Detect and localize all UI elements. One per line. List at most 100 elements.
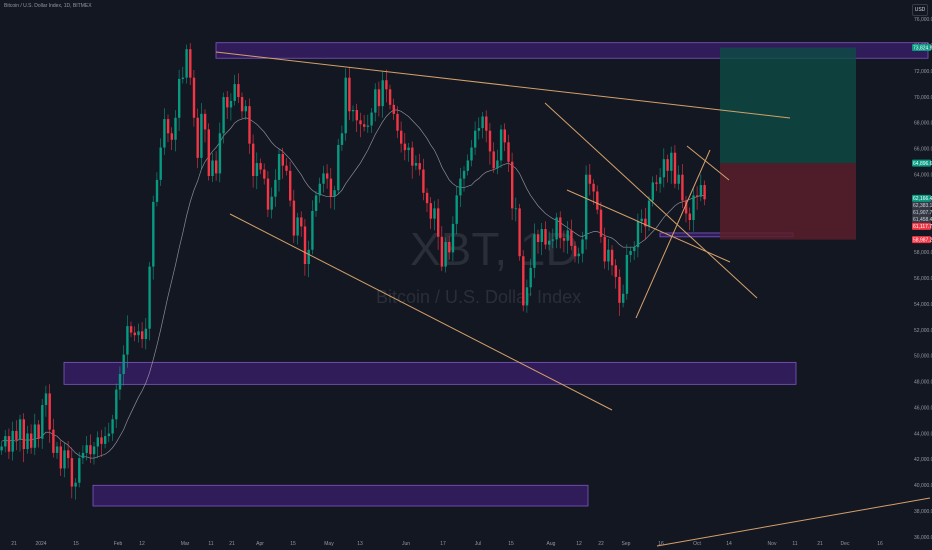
candle-body <box>555 217 558 240</box>
x-axis-tick-label: Jun <box>402 541 410 547</box>
candle-body <box>462 170 466 179</box>
target-price-label-box <box>912 44 931 52</box>
candle-body <box>163 119 166 148</box>
candle-body <box>4 436 7 447</box>
candle-body <box>444 242 447 267</box>
candle-body <box>610 249 614 266</box>
trendline-upper-channel[interactable] <box>215 51 791 119</box>
watermark-symbol: XBT, 1D <box>410 223 579 275</box>
x-axis-tick-label: 12 <box>139 541 145 547</box>
candle-body <box>133 332 136 336</box>
candle-body <box>692 195 695 220</box>
y-axis-tick-label: 36,000.00 <box>914 535 932 541</box>
candle-body <box>270 196 273 210</box>
candle-body <box>144 328 148 340</box>
candle-body <box>300 217 303 227</box>
y-axis-tick-label: 42,000.00 <box>914 457 932 463</box>
trendline-rising-wedge[interactable] <box>635 149 711 319</box>
candle-body <box>607 249 610 262</box>
y-axis-tick-label: 40,000.00 <box>914 483 932 489</box>
candle-body <box>274 179 277 197</box>
long-position-target-zone <box>720 47 856 164</box>
candle-body <box>52 429 55 453</box>
trendline-wedge-top[interactable] <box>686 145 730 181</box>
x-axis-tick-label: Oct <box>693 541 701 547</box>
candle-body <box>518 208 521 257</box>
candle-body <box>673 152 677 184</box>
candle-body <box>522 256 525 306</box>
x-axis-tick-label: 22 <box>598 541 604 547</box>
price-label-box <box>912 215 931 223</box>
candle-body <box>388 89 392 105</box>
entry-price-label-box <box>912 159 931 167</box>
candle-body <box>178 78 181 118</box>
candle-body <box>322 173 325 184</box>
candle-body <box>170 133 173 140</box>
candle-body <box>374 89 377 113</box>
candle-body <box>148 266 151 329</box>
candle-body <box>174 117 177 140</box>
y-axis-tick-label: 50,000.00 <box>914 354 932 360</box>
watermark-description: Bitcoin / U.S. Dollar Index <box>376 287 581 307</box>
candle-body <box>340 133 344 145</box>
candle-body <box>585 174 588 240</box>
candle-body <box>215 160 218 174</box>
candle-body <box>78 458 81 483</box>
x-axis-tick-label: Apr <box>256 541 264 547</box>
candle-body <box>141 331 144 340</box>
candle-body <box>481 116 484 129</box>
candle-body <box>451 223 455 253</box>
candle-body <box>159 147 162 180</box>
x-axis-tick-label: 13 <box>357 541 363 547</box>
trendline-lower-channel[interactable] <box>229 213 613 411</box>
candle-body <box>229 100 233 108</box>
x-axis-tick-label: 17 <box>440 541 446 547</box>
candle-body <box>677 174 680 184</box>
x-axis-tick-label: Feb <box>114 541 123 547</box>
candle-body <box>189 49 192 78</box>
trendline-descending-1[interactable] <box>544 102 758 299</box>
candle-body <box>496 160 499 169</box>
candle-body <box>400 130 403 144</box>
candle-body <box>277 154 281 180</box>
candle-body <box>192 77 196 118</box>
candle-body <box>396 113 399 131</box>
candle-body <box>30 433 33 448</box>
candle-body <box>488 130 492 152</box>
candle-body <box>363 124 366 127</box>
candle-body <box>240 97 244 112</box>
candle-body <box>696 195 699 197</box>
candle-body <box>414 163 418 166</box>
candle-body <box>573 245 577 257</box>
x-axis-tick-label: 15 <box>508 541 514 547</box>
candle-body <box>392 104 395 114</box>
candle-body <box>503 129 506 143</box>
price-label: 61,117.72 <box>913 224 932 230</box>
candle-body <box>666 159 669 171</box>
currency-button[interactable]: USD <box>912 4 928 16</box>
candle-body <box>222 97 225 134</box>
x-axis-tick-label: 11 <box>208 541 213 547</box>
support-resistance-zone <box>92 484 589 507</box>
price-label: 61,907.73 <box>913 210 932 216</box>
candle-body <box>100 437 103 444</box>
candle-body <box>59 446 62 469</box>
candle-body <box>703 185 706 200</box>
candle-body <box>185 49 188 78</box>
symbol-header: Bitcoin / U.S. Dollar Index, 1D, BITMEX <box>4 3 92 9</box>
x-axis-tick-label: 11 <box>792 541 797 547</box>
candle-body <box>152 201 155 267</box>
candle-body <box>511 161 514 209</box>
trendline-descending-2[interactable] <box>566 189 731 263</box>
candle-body <box>474 130 477 148</box>
candle-body <box>89 445 92 455</box>
candle-body <box>566 230 569 241</box>
candle-body <box>681 174 684 201</box>
candle-body <box>647 200 651 227</box>
trendline-long-term[interactable] <box>656 497 931 547</box>
candle-body <box>129 326 133 333</box>
candle-body <box>684 200 688 214</box>
target-price-label: 73,824.97 <box>913 45 932 51</box>
candle-body <box>366 125 370 127</box>
